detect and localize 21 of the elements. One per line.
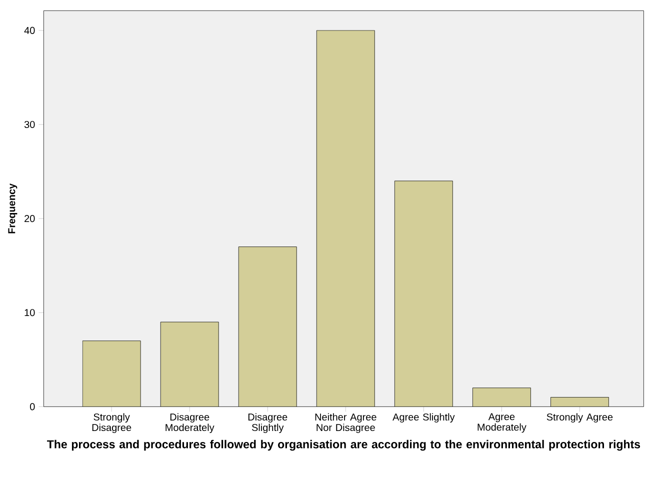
y-tick-label: 10 bbox=[24, 309, 35, 316]
y-tick-label: 30 bbox=[24, 120, 35, 128]
y-axis-title: Frequency bbox=[8, 183, 18, 234]
x-tick-label: Agree Slightly bbox=[392, 413, 455, 423]
x-tick-label: Neither Agree Nor Disagree bbox=[315, 413, 376, 434]
bar bbox=[238, 246, 297, 407]
x-axis-title: The process and procedures followed by organisation are according to the environmental protection rights bbox=[47, 440, 640, 451]
bar bbox=[82, 340, 141, 407]
bar bbox=[160, 322, 219, 407]
y-tick-label: 40 bbox=[24, 26, 35, 34]
x-tick-label: Agree Moderately bbox=[478, 413, 526, 433]
bar bbox=[316, 30, 375, 407]
y-tick-label: 0 bbox=[30, 403, 35, 410]
bar bbox=[550, 397, 609, 407]
x-tick-label: Strongly Disagree bbox=[92, 413, 132, 434]
x-tick-label: Disagree Moderately bbox=[166, 413, 214, 434]
x-tick-label: Disagree Slightly bbox=[248, 413, 288, 434]
y-tick-label: 20 bbox=[24, 215, 35, 222]
bar bbox=[394, 180, 453, 407]
bar bbox=[472, 388, 531, 407]
x-tick-label: Strongly Agree bbox=[546, 413, 613, 423]
